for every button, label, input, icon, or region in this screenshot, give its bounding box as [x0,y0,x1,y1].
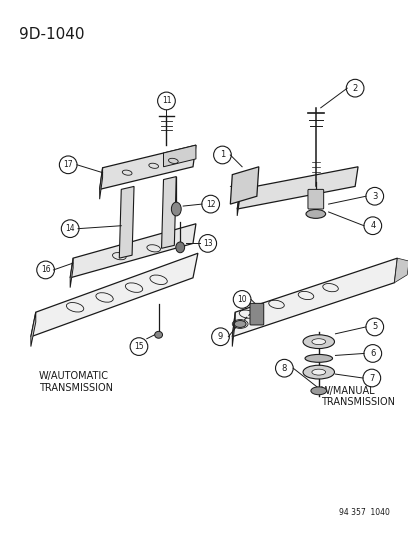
Polygon shape [100,168,102,199]
Text: 94 357  1040: 94 357 1040 [338,507,389,516]
Text: 17: 17 [63,160,73,169]
Ellipse shape [302,365,334,379]
Ellipse shape [234,320,245,327]
Text: 16: 16 [41,265,50,274]
Ellipse shape [302,335,334,349]
Text: 12: 12 [205,199,215,208]
FancyBboxPatch shape [307,189,323,209]
Text: 4: 4 [369,221,375,230]
Text: 1: 1 [219,150,225,159]
Polygon shape [70,258,73,288]
Polygon shape [232,312,235,346]
Ellipse shape [311,369,325,375]
Polygon shape [31,312,36,346]
Text: 5: 5 [371,322,377,332]
Ellipse shape [304,354,332,362]
Ellipse shape [310,387,326,395]
Ellipse shape [176,242,184,253]
Polygon shape [161,176,176,248]
Text: 13: 13 [202,239,212,248]
Ellipse shape [305,209,325,219]
Text: 7: 7 [368,374,374,383]
Text: 10: 10 [237,295,246,304]
Ellipse shape [311,338,325,345]
Text: 9D-1040: 9D-1040 [19,27,84,42]
Text: 15: 15 [134,342,143,351]
Polygon shape [70,224,195,278]
Text: 9: 9 [217,332,223,341]
Polygon shape [163,145,195,167]
Text: W/MANUAL
TRANSMISSION: W/MANUAL TRANSMISSION [320,386,394,408]
Ellipse shape [154,332,162,338]
Polygon shape [394,258,408,282]
Polygon shape [230,167,258,204]
Polygon shape [232,258,396,337]
Text: 6: 6 [369,349,375,358]
Polygon shape [31,253,197,337]
Polygon shape [119,187,134,258]
Text: 2: 2 [351,84,357,93]
Polygon shape [237,167,357,209]
Ellipse shape [171,202,181,216]
Text: W/AUTOMATIC
TRANSMISSION: W/AUTOMATIC TRANSMISSION [39,371,112,393]
Text: 11: 11 [161,96,171,106]
Text: 14: 14 [65,224,75,233]
FancyBboxPatch shape [249,303,263,325]
Text: 3: 3 [371,192,377,201]
Polygon shape [100,145,195,189]
Text: 8: 8 [281,364,286,373]
Polygon shape [237,189,240,216]
